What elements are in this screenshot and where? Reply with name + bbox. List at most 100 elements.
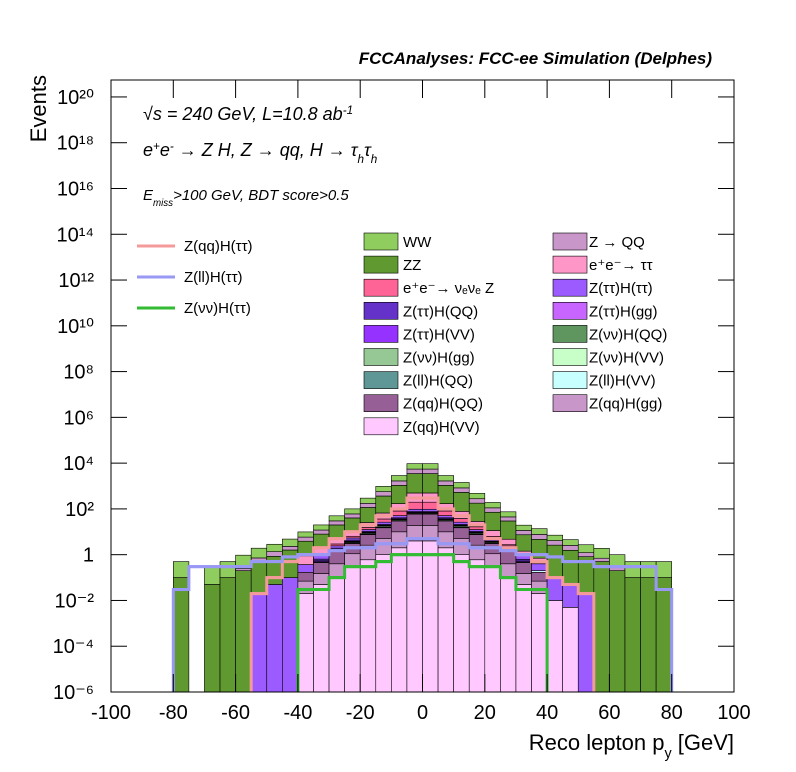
legend-label: Z → QQ <box>589 234 645 251</box>
bar-segment <box>437 480 454 486</box>
legend-label: Z(qq)H(gg) <box>589 396 662 413</box>
legend-label: e⁺e⁻→ νₑνₑ Z <box>403 280 494 297</box>
bar-segment <box>266 584 283 693</box>
legend-swatch <box>363 325 399 343</box>
bar-segment <box>577 593 595 693</box>
y-tick-label: 10²⁰ <box>57 87 94 109</box>
text-part: Reco lepton p <box>529 730 665 755</box>
bar-segment <box>593 547 610 559</box>
legend-swatch <box>363 394 399 413</box>
bar-segment <box>173 561 190 578</box>
bar-segment <box>468 493 486 500</box>
x-tick-label: 100 <box>717 702 750 724</box>
text-part: h <box>371 153 378 166</box>
bar-segment <box>437 510 454 516</box>
bar-segment <box>406 501 423 510</box>
legend-swatch <box>552 232 588 251</box>
bar-segment <box>297 564 314 573</box>
bar-segment <box>328 515 345 522</box>
annotation: √s = 240 GeV, L=10.8 ab-1 <box>143 104 353 125</box>
bar-segment <box>453 482 470 489</box>
bar-segment <box>173 577 190 693</box>
bar-segment <box>624 577 641 693</box>
bar-segment <box>282 546 299 551</box>
bar-segment <box>344 553 361 567</box>
bar-segment <box>546 576 563 601</box>
bar-segment <box>282 549 299 578</box>
legend-label: e⁺e⁻→ ττ <box>589 257 653 274</box>
legend-swatch <box>363 301 399 320</box>
bar-segment <box>515 534 532 552</box>
bar-segment <box>235 570 252 693</box>
x-tick-label: -60 <box>221 702 250 724</box>
bar-segment <box>655 561 672 578</box>
bar-segment <box>297 555 314 565</box>
bar-segment <box>250 547 268 559</box>
bar-segment <box>437 547 454 693</box>
bar-segment <box>219 577 236 693</box>
x-axis-label: Reco lepton py [GeV] <box>529 730 734 762</box>
bar-segment <box>344 513 361 519</box>
y-tick-label: 10⁸ <box>63 362 94 384</box>
bar-segment <box>235 568 252 571</box>
bar-segment <box>468 498 486 504</box>
x-tick-label: -40 <box>283 702 312 724</box>
y-tick-label: 10⁶ <box>64 407 94 429</box>
bar-segment <box>359 559 377 693</box>
x-tick-label: 0 <box>417 702 428 724</box>
bar-segment <box>453 521 470 525</box>
bar-segment <box>250 560 268 594</box>
bar-segment <box>344 517 361 532</box>
bar-segment <box>375 521 392 525</box>
bar-segment <box>453 492 470 512</box>
bar-segment <box>344 566 361 693</box>
x-tick-label: 80 <box>661 702 683 724</box>
legend-label: Z(ττ)H(ττ) <box>589 280 653 297</box>
legend-label: Z(ττ)H(VV) <box>403 326 475 343</box>
bar-segment <box>406 540 423 693</box>
bar-segment <box>391 531 408 549</box>
legend-label: ZZ <box>403 257 421 274</box>
bar-segment <box>484 530 501 537</box>
bar-segment <box>500 577 517 693</box>
legend-label: Z(qq)H(VV) <box>403 419 480 436</box>
bar-segment <box>609 554 626 567</box>
bar-segment <box>593 561 610 693</box>
bar-segment <box>391 485 408 504</box>
bar-segment <box>391 547 408 693</box>
legend-swatch <box>363 232 399 251</box>
legend-label: Z(ll)H(QQ) <box>403 373 473 390</box>
bar-segment <box>422 501 439 510</box>
bar-segment <box>562 545 579 551</box>
bar-segment <box>437 520 454 533</box>
bar-segment <box>422 513 439 526</box>
bar-segment <box>562 539 579 546</box>
x-tick-label: -80 <box>159 702 188 724</box>
bar-segment <box>328 545 345 549</box>
bar-segment <box>437 515 454 519</box>
bar-segment <box>546 600 563 693</box>
bar-segment <box>375 486 392 492</box>
bar-segment <box>546 540 563 546</box>
legend-label: Z(νν)H(QQ) <box>589 326 667 343</box>
bar-segment <box>422 540 439 693</box>
legend-swatch <box>552 255 588 274</box>
legend-swatch <box>552 325 588 343</box>
legend-swatch <box>552 371 588 389</box>
bar-segment <box>500 520 517 540</box>
bar-segment <box>313 562 330 574</box>
bar-segment <box>422 508 439 512</box>
bar-segment <box>328 577 345 693</box>
x-tick-label: 60 <box>598 702 620 724</box>
text-part: + <box>153 140 160 153</box>
bar-segment <box>562 607 579 693</box>
bar-segment <box>297 593 314 693</box>
bar-segment <box>531 534 548 540</box>
y-tick-label: 10² <box>65 499 94 521</box>
x-tick-label: 40 <box>536 702 558 724</box>
bar-segment <box>546 534 563 541</box>
y-tick-label: 10⁻² <box>55 590 95 612</box>
legend-label: Z(νν)H(gg) <box>403 350 475 367</box>
text-part: √s = 240 GeV, L=10.8 ab <box>143 104 343 124</box>
legend-label: Z(νν)H(VV) <box>589 350 664 367</box>
